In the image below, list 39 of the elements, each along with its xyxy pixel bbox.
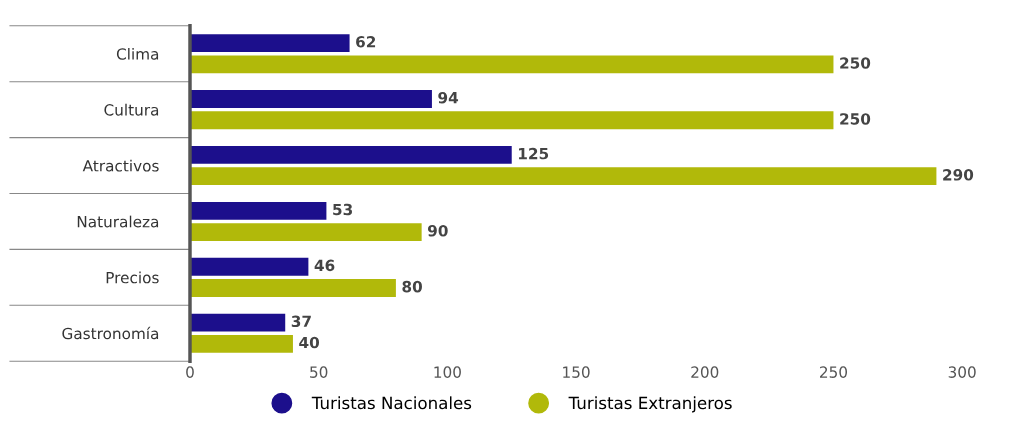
bar bbox=[189, 55, 834, 74]
data-label: 80 bbox=[402, 280, 422, 293]
x-tick-label: 250 bbox=[820, 366, 848, 378]
bar bbox=[189, 90, 432, 108]
x-tick-label: 200 bbox=[691, 366, 719, 378]
data-label: 40 bbox=[299, 336, 320, 349]
bar bbox=[189, 257, 309, 276]
bar bbox=[189, 223, 422, 242]
x-tick-label: 0 bbox=[186, 366, 194, 378]
data-label: 37 bbox=[291, 315, 311, 328]
y-tick-label: Naturaleza bbox=[77, 215, 159, 228]
y-tick-label: Gastronomía bbox=[62, 326, 159, 340]
y-tick-label: Atractivos bbox=[82, 159, 159, 172]
bar bbox=[189, 111, 834, 130]
x-tick-label: 300 bbox=[948, 366, 976, 378]
data-label: 46 bbox=[314, 259, 335, 272]
data-label: 53 bbox=[333, 203, 353, 216]
data-label: 290 bbox=[943, 169, 974, 181]
x-tick-label: 150 bbox=[563, 366, 590, 378]
bar bbox=[189, 279, 396, 297]
bar bbox=[189, 313, 286, 332]
y-tick-label: Clima bbox=[116, 47, 159, 60]
legend-label: Turistas Nacionales bbox=[311, 396, 472, 410]
data-label: 90 bbox=[427, 224, 448, 237]
data-label: 125 bbox=[519, 147, 549, 160]
legend-label: Turistas Extranjeros bbox=[568, 396, 732, 413]
bar bbox=[189, 167, 937, 186]
bar bbox=[189, 334, 293, 353]
bar bbox=[189, 201, 327, 220]
y-tick-label: Cultura bbox=[104, 103, 159, 116]
data-label: 250 bbox=[840, 57, 871, 69]
bar bbox=[189, 34, 350, 53]
data-label: 94 bbox=[438, 91, 459, 104]
bar bbox=[189, 145, 512, 164]
data-label: 250 bbox=[840, 113, 871, 125]
x-tick-label: 50 bbox=[310, 366, 328, 378]
x-tick-label: 100 bbox=[434, 366, 461, 378]
data-label: 62 bbox=[356, 36, 376, 48]
y-tick-label: Precios bbox=[106, 271, 159, 284]
